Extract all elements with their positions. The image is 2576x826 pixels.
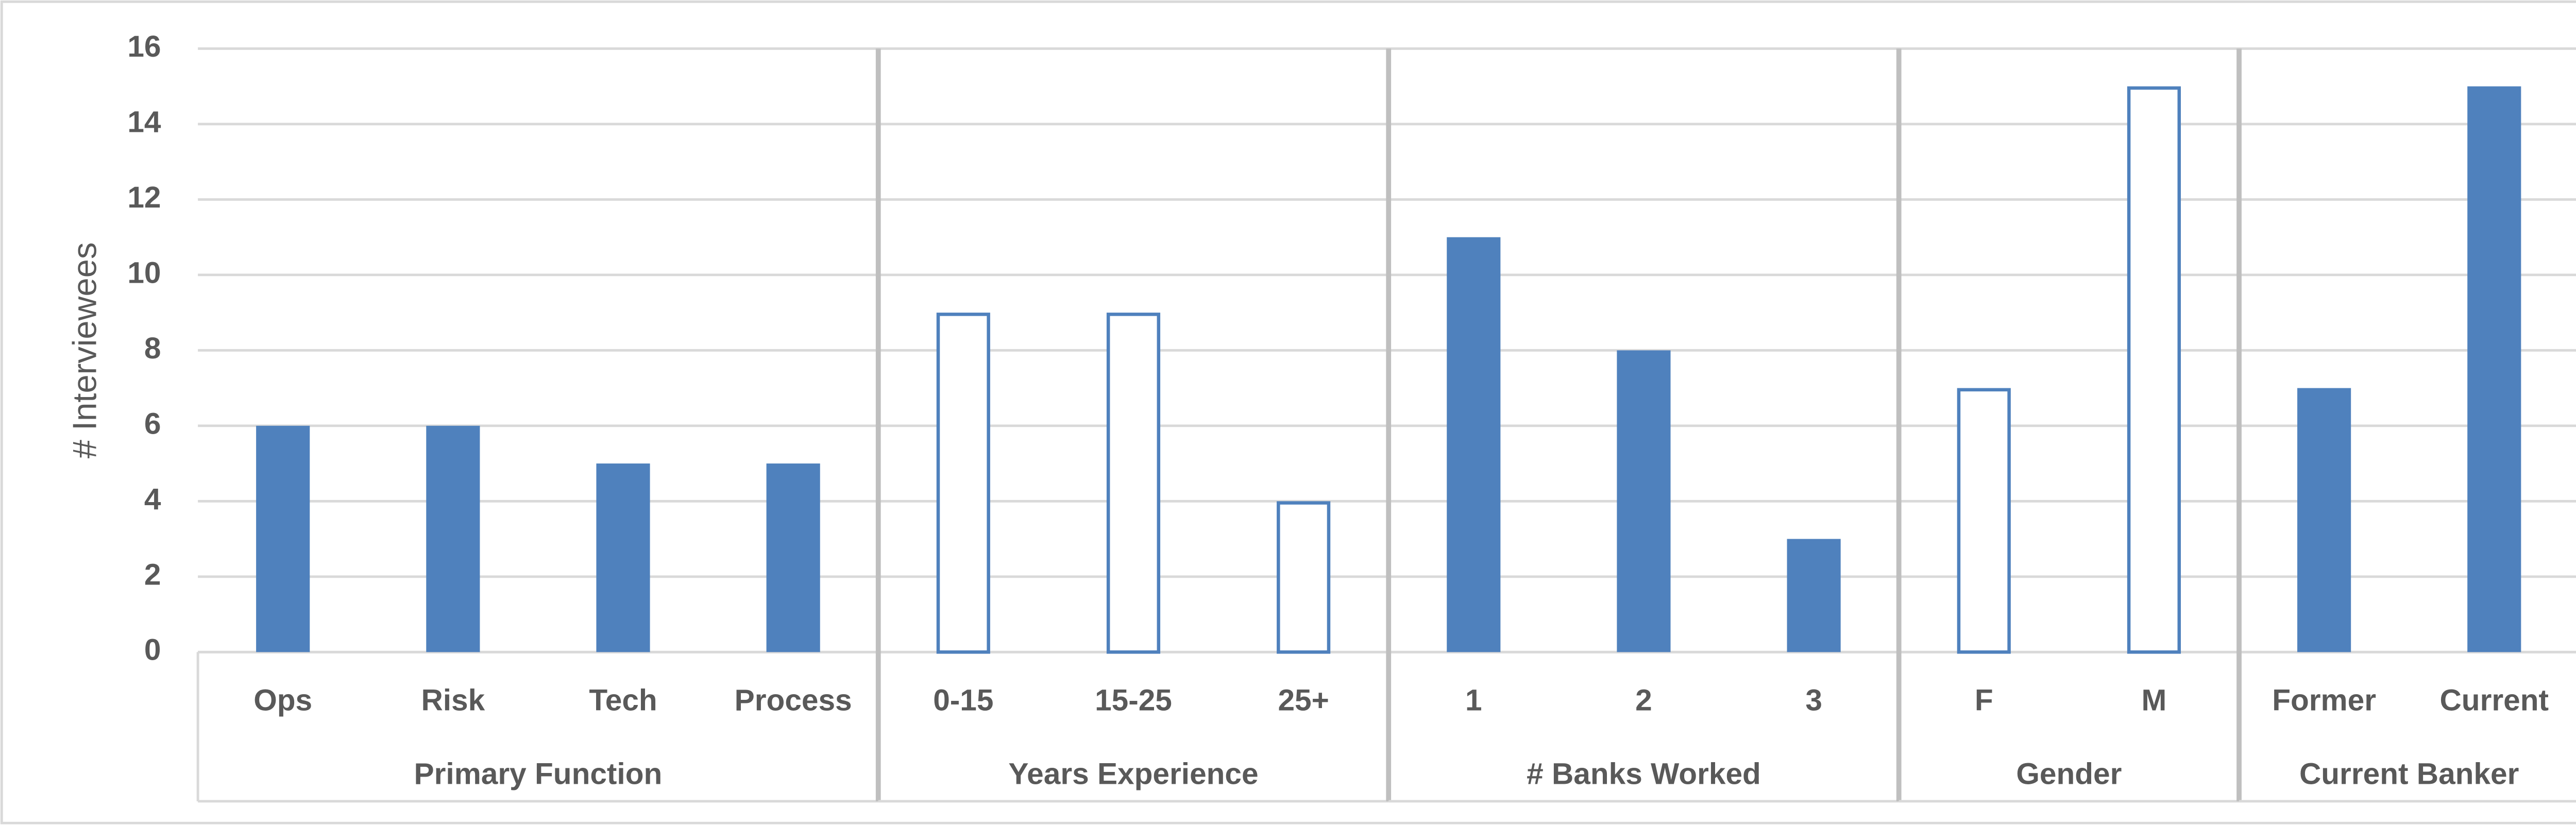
x-tick-label: M xyxy=(2142,683,2167,717)
y-tick-label: 4 xyxy=(144,483,161,516)
bar xyxy=(2467,86,2521,652)
bar xyxy=(256,425,310,652)
bar xyxy=(2127,86,2181,654)
x-tick-label: 0-15 xyxy=(933,683,993,717)
bar xyxy=(1447,237,1501,652)
group-label: Years Experience xyxy=(1008,758,1258,791)
y-tick-label: 6 xyxy=(144,407,161,440)
bar xyxy=(1617,350,1671,652)
x-tick-label: Process xyxy=(735,683,852,717)
group-label: # Banks Worked xyxy=(1527,758,1761,791)
x-tick-label: Tech xyxy=(589,683,657,717)
x-tick-label: F xyxy=(1975,683,1993,717)
x-tick-label: Former xyxy=(2272,683,2376,717)
bar xyxy=(936,313,990,654)
y-tick-label: 2 xyxy=(144,558,161,591)
group-label: Primary Function xyxy=(414,758,663,791)
y-tick-label: 14 xyxy=(127,105,161,139)
bar xyxy=(1277,501,1331,654)
x-tick-label: Current xyxy=(2439,683,2549,717)
bar xyxy=(1957,388,2011,654)
y-tick-label: 12 xyxy=(127,181,161,214)
y-tick-label: 16 xyxy=(127,30,161,63)
bar xyxy=(766,463,820,652)
bar xyxy=(2297,388,2351,652)
x-tick-label: 1 xyxy=(1465,683,1482,717)
group-label: Gender xyxy=(2016,758,2122,791)
bar xyxy=(596,463,650,652)
y-axis-title: # Interviewees xyxy=(65,242,103,458)
bar xyxy=(1106,313,1161,654)
x-tick-label: 2 xyxy=(1635,683,1652,717)
group-label: Current Banker xyxy=(2299,758,2519,791)
y-tick-label: 10 xyxy=(127,256,161,289)
x-tick-label: 3 xyxy=(1805,683,1822,717)
y-tick-label: 8 xyxy=(144,332,161,365)
y-tick-label: 0 xyxy=(144,633,161,667)
bar xyxy=(426,425,480,652)
x-tick-label: Risk xyxy=(421,683,485,717)
bar xyxy=(1787,539,1841,652)
x-tick-label: Ops xyxy=(253,683,312,717)
x-tick-label: 15-25 xyxy=(1095,683,1172,717)
x-tick-label: 25+ xyxy=(1278,683,1329,717)
